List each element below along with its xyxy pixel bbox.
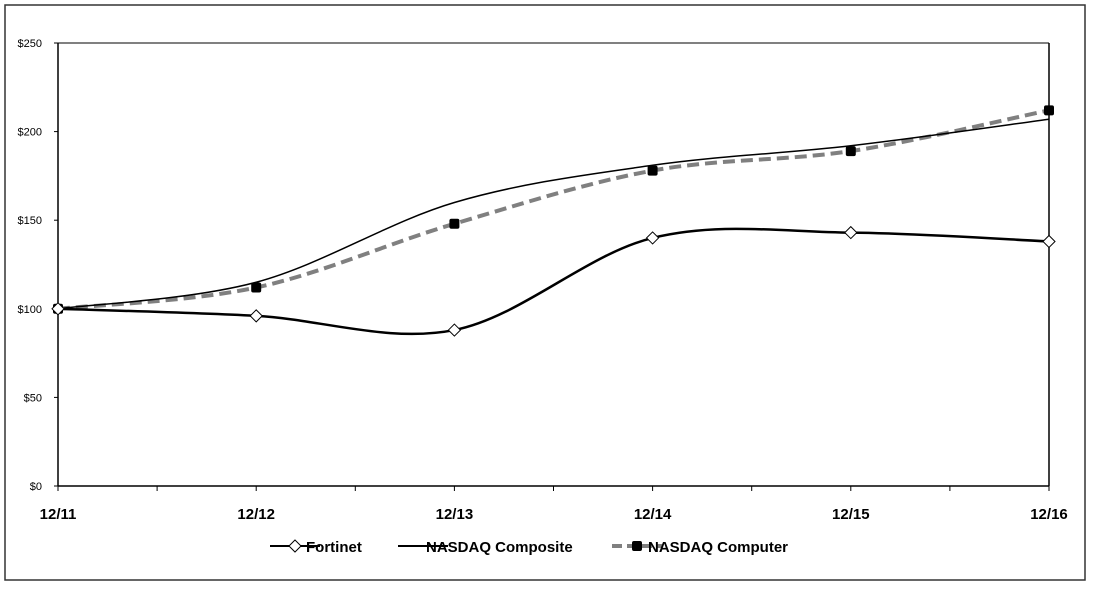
series-line-2 [57,108,1050,311]
legend-marker-2 [632,541,642,551]
data-point-2 [1044,105,1054,116]
x-tick-label: 12/15 [832,506,870,523]
legend-label: NASDAQ Computer [648,539,788,556]
data-point-2 [251,282,262,293]
data-point-0 [844,225,858,240]
y-tick-label: $50 [24,392,42,404]
series-line-0 [57,227,1050,336]
y-tick-label: $200 [18,127,42,139]
data-point-2 [647,165,658,176]
data-point-0 [447,323,462,337]
data-point-0 [1042,234,1056,249]
y-tick-label: $250 [18,38,42,50]
legend-label: NASDAQ Composite [426,539,573,556]
x-tick-label: 12/12 [237,506,275,523]
chart-frame [4,4,1086,581]
data-point-2 [449,218,460,229]
series-line-1 [57,118,1050,310]
legend-marker-0 [288,539,302,553]
y-tick-label: $0 [30,481,42,493]
data-point-0 [51,302,65,316]
legend-label: Fortinet [306,539,362,556]
x-tick-label: 12/11 [40,506,77,523]
y-tick-label: $100 [18,304,42,316]
data-point-0 [645,231,660,245]
data-point-2 [845,146,856,157]
x-tick-label: 12/13 [436,506,474,523]
x-tick-label: 12/14 [634,506,672,523]
x-tick-label: 12/16 [1030,506,1068,523]
y-tick-label: $150 [18,215,42,227]
data-point-0 [249,309,263,323]
